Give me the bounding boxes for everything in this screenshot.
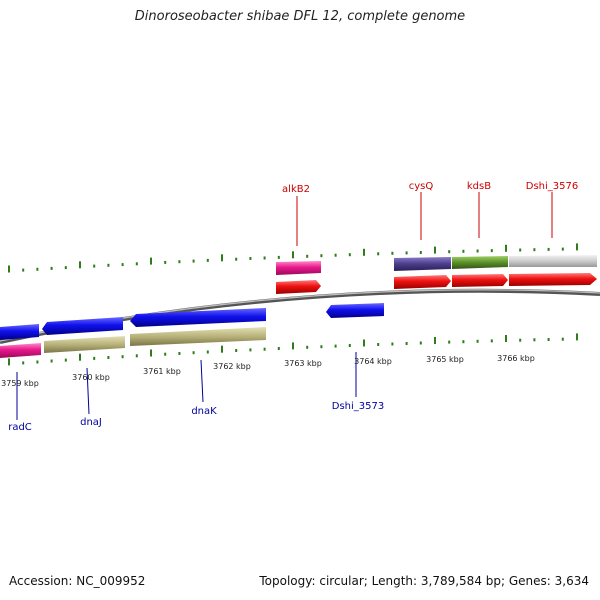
forward-gene-labels: alkB2 cysQ kdsB Dshi_3576 bbox=[282, 181, 578, 195]
gene-label-dnaJ[interactable]: dnaJ bbox=[80, 417, 102, 428]
scale-label-3760: 3760 kbp bbox=[72, 373, 110, 382]
scale-label-3761: 3761 kbp bbox=[143, 367, 181, 376]
alkB2-cog-bar bbox=[276, 261, 321, 275]
genome-backbone bbox=[0, 288, 600, 344]
gene-label-alkB2[interactable]: alkB2 bbox=[282, 184, 310, 195]
radC-gene-arrow bbox=[0, 324, 39, 340]
dnaK-cog-bar bbox=[130, 327, 266, 346]
forward-features bbox=[276, 255, 597, 294]
Dshi_3573-gene-arrow bbox=[326, 303, 384, 318]
scale-label-3766: 3766 kbp bbox=[497, 354, 535, 363]
scale-label-3765: 3765 kbp bbox=[426, 355, 464, 364]
forward-label-leaders bbox=[296, 192, 553, 246]
gene-label-kdsB[interactable]: kdsB bbox=[467, 181, 491, 192]
dnaK-leader-line bbox=[200, 359, 204, 403]
genome-backbone-highlight bbox=[0, 289, 600, 342]
gene-label-cysQ[interactable]: cysQ bbox=[409, 181, 434, 192]
genome-summary-text: Topology: circular; Length: 3,789,584 bp… bbox=[259, 574, 589, 588]
genome-title: Dinoroseobacter shibae DFL 12, complete … bbox=[134, 9, 466, 24]
dnaJ-gene-arrow bbox=[42, 317, 123, 335]
Dshi_3576-cog-bar bbox=[509, 255, 597, 267]
kdsB-gene-arrow bbox=[452, 274, 508, 287]
gene-label-radC[interactable]: radC bbox=[8, 422, 32, 433]
scale-label-3764: 3764 kbp bbox=[354, 357, 392, 366]
dnaJ-leader-line bbox=[86, 367, 90, 415]
scale-label-3759: 3759 kbp bbox=[1, 379, 39, 388]
kdsB-cog-bar bbox=[452, 256, 508, 269]
accession-text: Accession: NC_009952 bbox=[9, 574, 146, 588]
Dshi_3576-gene-arrow bbox=[509, 273, 597, 286]
scale-labels: 3759 kbp 3760 kbp 3761 kbp 3762 kbp 3763… bbox=[1, 354, 535, 388]
cysQ-cog-bar bbox=[394, 257, 451, 271]
upper-tick-row bbox=[8, 243, 578, 273]
gene-label-dnaK[interactable]: dnaK bbox=[191, 406, 217, 417]
dnaK-gene-arrow bbox=[130, 308, 266, 327]
lower-tick-row bbox=[8, 333, 578, 366]
gene-label-Dshi_3573[interactable]: Dshi_3573 bbox=[332, 401, 384, 412]
radC-cog-bar bbox=[0, 343, 41, 358]
reverse-label-leaders bbox=[16, 352, 357, 420]
alkB2-gene-arrow bbox=[276, 280, 321, 294]
dnaJ-cog-bar bbox=[44, 336, 125, 353]
cysQ-gene-arrow bbox=[394, 275, 451, 289]
scale-label-3762: 3762 kbp bbox=[213, 362, 251, 371]
reverse-gene-labels: radC dnaJ dnaK Dshi_3573 bbox=[8, 401, 384, 433]
gene-label-Dshi_3576[interactable]: Dshi_3576 bbox=[526, 181, 578, 192]
scale-label-3763: 3763 kbp bbox=[284, 359, 322, 368]
reverse-features bbox=[0, 303, 384, 358]
